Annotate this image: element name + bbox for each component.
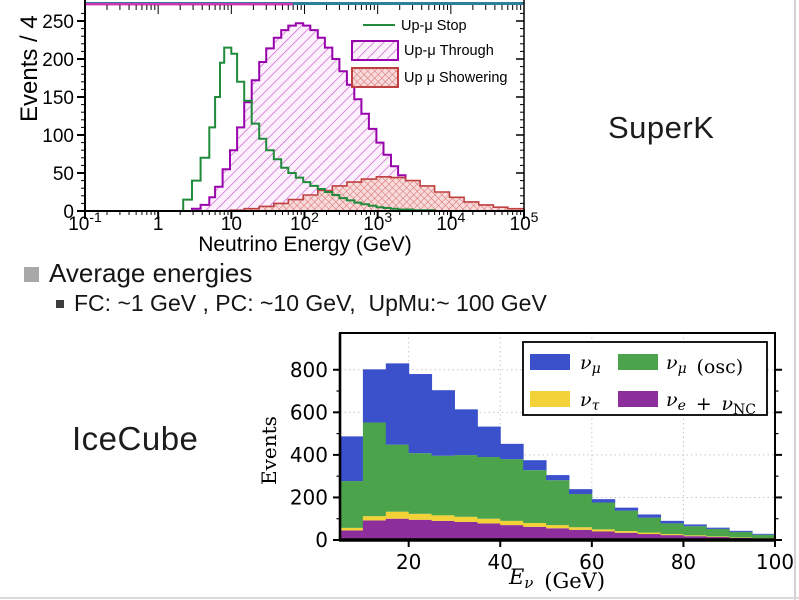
svg-text:104: 104 (436, 209, 465, 235)
svg-text:0: 0 (315, 528, 328, 552)
svg-text:Up-μ Through: Up-μ Through (404, 43, 494, 59)
svg-text:10: 10 (221, 214, 242, 235)
svg-text:250: 250 (42, 12, 74, 33)
svg-text:νe + νNC: νe + νNC (666, 389, 756, 418)
superk-legend: Up-μ Stop Up-μ Through Up μ Showering (351, 18, 507, 88)
icecube-tick-labels: 0 200 400 600 800 20 40 60 80 100 (290, 358, 794, 574)
svg-text:100: 100 (756, 550, 794, 574)
icecube-axes (333, 332, 782, 547)
superk-label: SuperK (608, 110, 715, 145)
icecube-label: IceCube (72, 420, 199, 457)
superk-xlabel: Neutrino Energy (GeV) (198, 233, 412, 256)
sub-bullet-square-icon (56, 300, 64, 308)
superk-axes (77, 0, 525, 219)
svg-text:200: 200 (290, 485, 328, 509)
icecube-chart: 0 200 400 600 800 20 40 60 80 100 Events Eν (GeV) νμ… (257, 332, 794, 593)
svg-text:Up μ Showering: Up μ Showering (404, 70, 507, 86)
icecube-bars (340, 363, 776, 540)
slide-edge-bottom (0, 597, 799, 599)
icecube-ylabel: Events (257, 416, 281, 485)
svg-text:Up-μ Stop: Up-μ Stop (401, 18, 467, 34)
icecube-legend: νμ νμ (osc) ντ νe + νNC (522, 341, 768, 418)
svg-text:νμ: νμ (580, 352, 601, 377)
slide-edge-right (794, 0, 796, 600)
sub-bullet-text: FC: ~1 GeV , PC: ~10 GeV, UpMu:~ 100 GeV (74, 290, 547, 316)
svg-text:νμ (osc): νμ (osc) (666, 352, 743, 378)
svg-text:150: 150 (42, 88, 74, 109)
svg-text:50: 50 (53, 164, 74, 185)
icecube-xlabel: Eν (GeV) (508, 565, 605, 593)
bullet-text: Average energies (49, 258, 253, 288)
svg-text:0: 0 (63, 202, 74, 223)
sub-bullet-energies: FC: ~1 GeV , PC: ~10 GeV, UpMu:~ 100 GeV (56, 290, 547, 317)
svg-text:80: 80 (671, 550, 696, 574)
superk-chart: 0 50 100 150 200 250 10-1 1 10 102 103 104 105 Neutri… (16, 0, 539, 256)
svg-text:102: 102 (290, 209, 319, 235)
svg-text:60: 60 (579, 550, 604, 574)
svg-text:600: 600 (290, 400, 328, 424)
svg-text:ντ: ντ (580, 389, 600, 414)
svg-text:10-1: 10-1 (68, 209, 102, 235)
svg-text:100: 100 (42, 126, 74, 147)
svg-text:105: 105 (510, 209, 539, 235)
svg-text:20: 20 (396, 550, 421, 574)
bullet-square-icon (24, 267, 39, 282)
svg-text:400: 400 (290, 443, 328, 467)
svg-text:200: 200 (42, 50, 74, 71)
superk-tick-labels: 0 50 100 150 200 250 10-1 1 10 102 103 104 105 (42, 12, 538, 235)
svg-text:40: 40 (488, 550, 513, 574)
svg-text:1: 1 (153, 214, 164, 235)
svg-text:800: 800 (290, 358, 328, 382)
bullet-average-energies: Average energies (24, 258, 252, 289)
svg-text:103: 103 (363, 209, 392, 235)
superk-ylabel: Events / 4 (16, 15, 43, 122)
superk-top-band (85, 2, 524, 6)
superk-series (175, 22, 525, 212)
